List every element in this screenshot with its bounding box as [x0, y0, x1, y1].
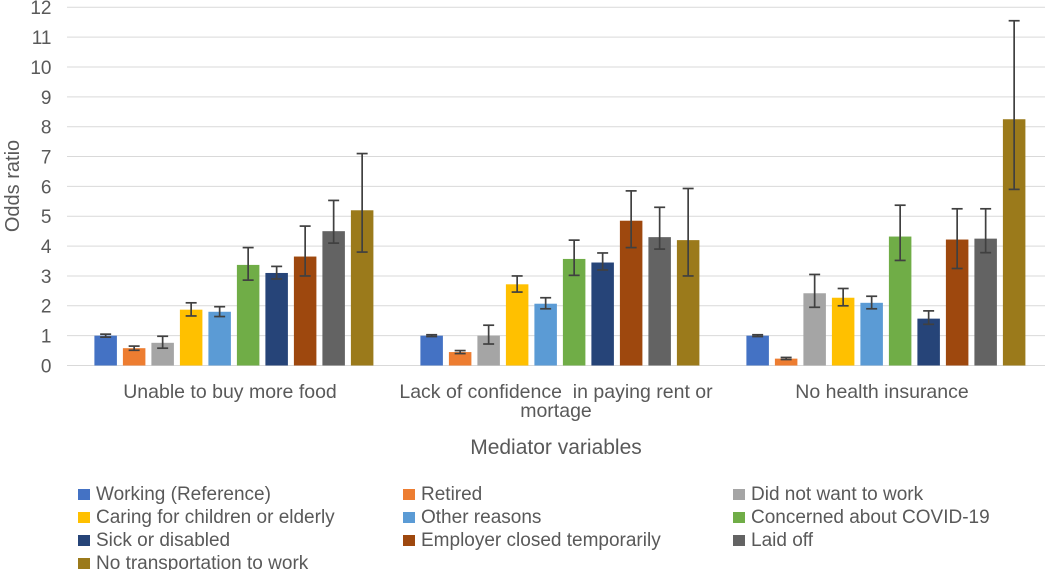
- bar-4-group-3: [831, 297, 855, 366]
- y-tick-label: 7: [41, 147, 52, 168]
- bar-10-group-3: [1002, 119, 1026, 366]
- bar-5-group-1: [208, 311, 231, 366]
- bar-9-group-2: [648, 237, 671, 366]
- bar-2-group-3: [774, 358, 798, 366]
- bar-1-group-2: [420, 335, 443, 366]
- bar-10-group-2: [676, 240, 700, 366]
- bar-4-group-2: [505, 284, 529, 366]
- bar-7-group-3: [917, 318, 940, 366]
- y-tick-label: 5: [41, 207, 52, 228]
- y-axis-title: Odds ratio: [2, 140, 24, 232]
- bar-3-group-2: [477, 335, 500, 366]
- y-tick-label: 4: [41, 237, 52, 258]
- x-category-label: mortage: [520, 400, 592, 422]
- y-tick-label: 12: [30, 0, 51, 19]
- y-tick-label: 3: [41, 267, 52, 288]
- y-tick-label: 8: [41, 118, 52, 139]
- bar-2-group-1: [122, 348, 146, 366]
- bar-5-group-2: [534, 303, 557, 366]
- bar-3-group-1: [151, 342, 174, 366]
- y-tick-label: 2: [41, 297, 52, 318]
- bar-6-group-2: [562, 258, 586, 366]
- bar-4-group-1: [179, 309, 203, 366]
- y-tick-label: 1: [41, 327, 52, 348]
- x-category-label: No health insurance: [795, 381, 968, 403]
- bar-3-group-3: [803, 293, 826, 366]
- bar-7-group-2: [591, 262, 614, 366]
- bar-1-group-1: [94, 335, 117, 366]
- bar-6-group-1: [236, 264, 260, 366]
- x-category-label: Lack of confidence in paying rent or: [399, 381, 713, 403]
- bar-8-group-1: [293, 256, 317, 366]
- bar-9-group-1: [322, 231, 345, 366]
- bar-8-group-2: [619, 220, 643, 366]
- y-tick-label: 0: [41, 356, 52, 377]
- bar-6-group-3: [888, 236, 912, 366]
- bar-5-group-3: [860, 302, 883, 366]
- y-tick-label: 9: [41, 88, 52, 109]
- y-tick-label: 6: [41, 177, 52, 198]
- bar-10-group-1: [350, 210, 374, 366]
- bar-2-group-2: [448, 352, 472, 366]
- x-axis-title: Mediator variables: [470, 436, 642, 459]
- x-category-label: Unable to buy more food: [123, 381, 337, 403]
- bar-7-group-1: [265, 272, 288, 366]
- bar-9-group-3: [974, 238, 997, 366]
- y-tick-label: 11: [32, 28, 52, 49]
- bar-8-group-3: [945, 239, 969, 366]
- bar-1-group-3: [746, 335, 769, 366]
- y-tick-label: 10: [30, 58, 51, 79]
